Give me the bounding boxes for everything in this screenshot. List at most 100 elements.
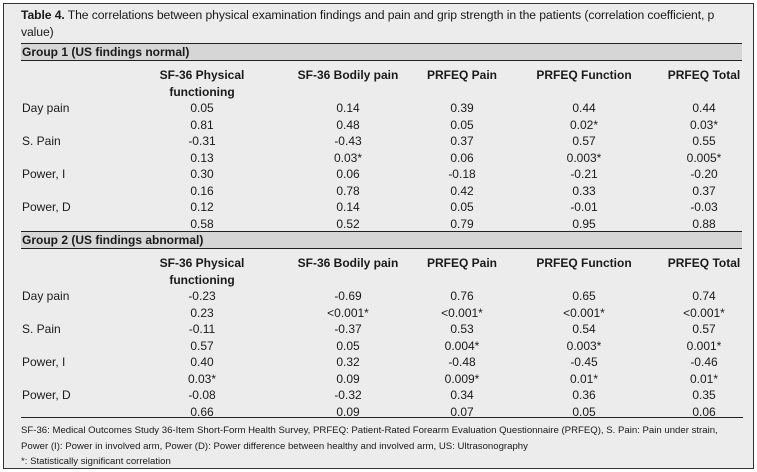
p-value-cell: <0.001* <box>441 305 483 320</box>
column-header-row-2: functioning <box>21 84 741 100</box>
row-label: Power, D <box>22 200 71 214</box>
p-value-cell: 0.01* <box>569 371 599 386</box>
p-value-cell: 0.16 <box>190 183 214 198</box>
p-value-cell: 0.58 <box>190 216 214 231</box>
correlation-cell: -0.37 <box>334 322 362 336</box>
group-header: Group 1 (US findings normal) <box>21 43 742 61</box>
column-header-prfeq-total: PRFEQ Total <box>667 68 741 82</box>
correlation-cell: -0.48 <box>448 355 476 369</box>
p-value-cell: 0.23 <box>190 305 214 320</box>
correlation-cell: 0.44 <box>692 101 716 115</box>
correlation-cell: -0.21 <box>570 167 598 181</box>
table-row-p-value: 0.81 0.48 0.05 0.02* 0.03* <box>21 117 741 133</box>
p-value-cell: 0.66 <box>190 404 214 419</box>
caption-label: Table 4. <box>21 8 65 22</box>
p-value-cell: 0.09 <box>336 371 360 386</box>
row-label: Day pain <box>22 101 70 115</box>
p-value-cell: 0.001* <box>686 338 722 353</box>
column-header-row-2: functioning <box>21 272 741 288</box>
table-row-p-value: 0.58 0.52 0.79 0.95 0.88 <box>21 216 741 232</box>
p-value-cell: 0.88 <box>692 216 716 231</box>
table-frame: Table 4. The correlations between physic… <box>3 3 754 469</box>
correlation-cell: 0.40 <box>190 355 214 369</box>
p-value-cell: 0.03* <box>187 371 217 386</box>
column-header-prfeq-function: PRFEQ Function <box>536 68 632 82</box>
correlation-cell: -0.08 <box>188 388 216 402</box>
table-row-p-value: 0.03* 0.09 0.009* 0.01* 0.01* <box>21 371 741 387</box>
column-header-row: SF-36 Physical SF-36 Bodily pain PRFEQ Pai… <box>21 255 741 271</box>
correlation-cell: 0.65 <box>572 289 596 303</box>
p-value-cell: 0.48 <box>336 117 360 132</box>
p-value-cell: 0.03* <box>689 117 719 132</box>
correlation-cell: -0.45 <box>570 355 598 369</box>
p-value-cell: 0.42 <box>450 183 474 198</box>
correlation-cell: 0.37 <box>450 134 474 148</box>
footnote-significance: *: Statistically significant correlation <box>21 456 171 467</box>
p-value-cell: 0.79 <box>450 216 474 231</box>
row-label: Day pain <box>22 289 70 303</box>
p-value-cell: 0.05 <box>572 404 596 419</box>
correlation-cell: 0.74 <box>692 289 716 303</box>
correlation-cell: -0.18 <box>448 167 476 181</box>
correlation-cell: -0.31 <box>188 134 216 148</box>
column-header-sf36-bodily-pain: SF-36 Bodily pain <box>297 68 399 82</box>
correlation-cell: 0.12 <box>190 200 214 214</box>
p-value-cell: 0.52 <box>336 216 360 231</box>
correlation-cell: -0.32 <box>334 388 362 402</box>
correlation-cell: -0.23 <box>188 289 216 303</box>
correlation-cell: 0.76 <box>450 289 474 303</box>
correlation-cell: -0.03 <box>690 200 718 214</box>
correlation-cell: 0.05 <box>450 200 474 214</box>
p-value-cell: 0.09 <box>336 404 360 419</box>
correlation-cell: -0.11 <box>188 322 216 336</box>
footnotes: SF-36: Medical Outcomes Study 36-Item Sh… <box>21 417 743 470</box>
row-label: Power, D <box>22 388 71 402</box>
group-header: Group 2 (US findings abnormal) <box>21 231 742 249</box>
p-value-cell: 0.003* <box>566 338 602 353</box>
row-label: Power, I <box>22 355 66 369</box>
correlation-cell: 0.35 <box>692 388 716 402</box>
p-value-cell: 0.37 <box>692 183 716 198</box>
correlation-cell: 0.36 <box>572 388 596 402</box>
table-row-correlation: Power, D -0.08 -0.32 0.34 0.36 0.35 <box>21 387 741 403</box>
correlation-cell: 0.14 <box>336 200 360 214</box>
p-value-cell: 0.57 <box>190 338 214 353</box>
column-header-sf36-physical-cont: functioning <box>169 273 235 287</box>
correlation-cell: -0.20 <box>690 167 718 181</box>
p-value-cell: <0.001* <box>683 305 725 320</box>
column-header-prfeq-total: PRFEQ Total <box>667 256 741 270</box>
p-value-cell: <0.001* <box>327 305 369 320</box>
correlation-cell: 0.30 <box>190 167 214 181</box>
p-value-cell: 0.004* <box>444 338 480 353</box>
correlation-cell: 0.44 <box>572 101 596 115</box>
correlation-cell: 0.39 <box>450 101 474 115</box>
table-row-p-value: 0.23 <0.001* <0.001* <0.001* <0.001* <box>21 305 741 321</box>
p-value-cell: 0.01* <box>689 371 719 386</box>
table-row-p-value: 0.57 0.05 0.004* 0.003* 0.001* <box>21 338 741 354</box>
p-value-cell: 0.06 <box>450 150 474 165</box>
row-label: Power, I <box>22 167 66 181</box>
column-header-prfeq-function: PRFEQ Function <box>536 256 632 270</box>
correlation-cell: -0.69 <box>334 289 362 303</box>
p-value-cell: <0.001* <box>563 305 605 320</box>
correlation-cell: 0.57 <box>692 322 716 336</box>
column-header-prfeq-pain: PRFEQ Pain <box>426 68 497 82</box>
table-row-p-value: 0.16 0.78 0.42 0.33 0.37 <box>21 183 741 199</box>
correlation-cell: -0.43 <box>334 134 362 148</box>
p-value-cell: 0.009* <box>444 371 480 386</box>
p-value-cell: 0.81 <box>190 117 214 132</box>
column-header-row: SF-36 Physical SF-36 Bodily pain PRFEQ Pai… <box>21 67 741 83</box>
table-row-p-value: 0.66 0.09 0.07 0.05 0.06 <box>21 404 741 420</box>
footnote-abbreviations: SF-36: Medical Outcomes Study 36-Item Sh… <box>21 425 718 452</box>
table-row-correlation: Power, I 0.30 0.06 -0.18 -0.21 -0.20 <box>21 166 741 182</box>
correlation-cell: 0.53 <box>450 322 474 336</box>
column-header-sf36-physical-cont: functioning <box>169 85 235 99</box>
table-row-correlation: S. Pain -0.11 -0.37 0.53 0.54 0.57 <box>21 321 741 337</box>
table-row-correlation: Day pain -0.23 -0.69 0.76 0.65 0.74 <box>21 288 741 304</box>
caption-text: The correlations between physical examin… <box>21 8 715 39</box>
column-header-sf36-bodily-pain: SF-36 Bodily pain <box>297 256 399 270</box>
table-row-p-value: 0.13 0.03* 0.06 0.003* 0.005* <box>21 150 741 166</box>
p-value-cell: 0.13 <box>190 150 214 165</box>
p-value-cell: 0.78 <box>336 183 360 198</box>
correlation-cell: 0.14 <box>336 101 360 115</box>
